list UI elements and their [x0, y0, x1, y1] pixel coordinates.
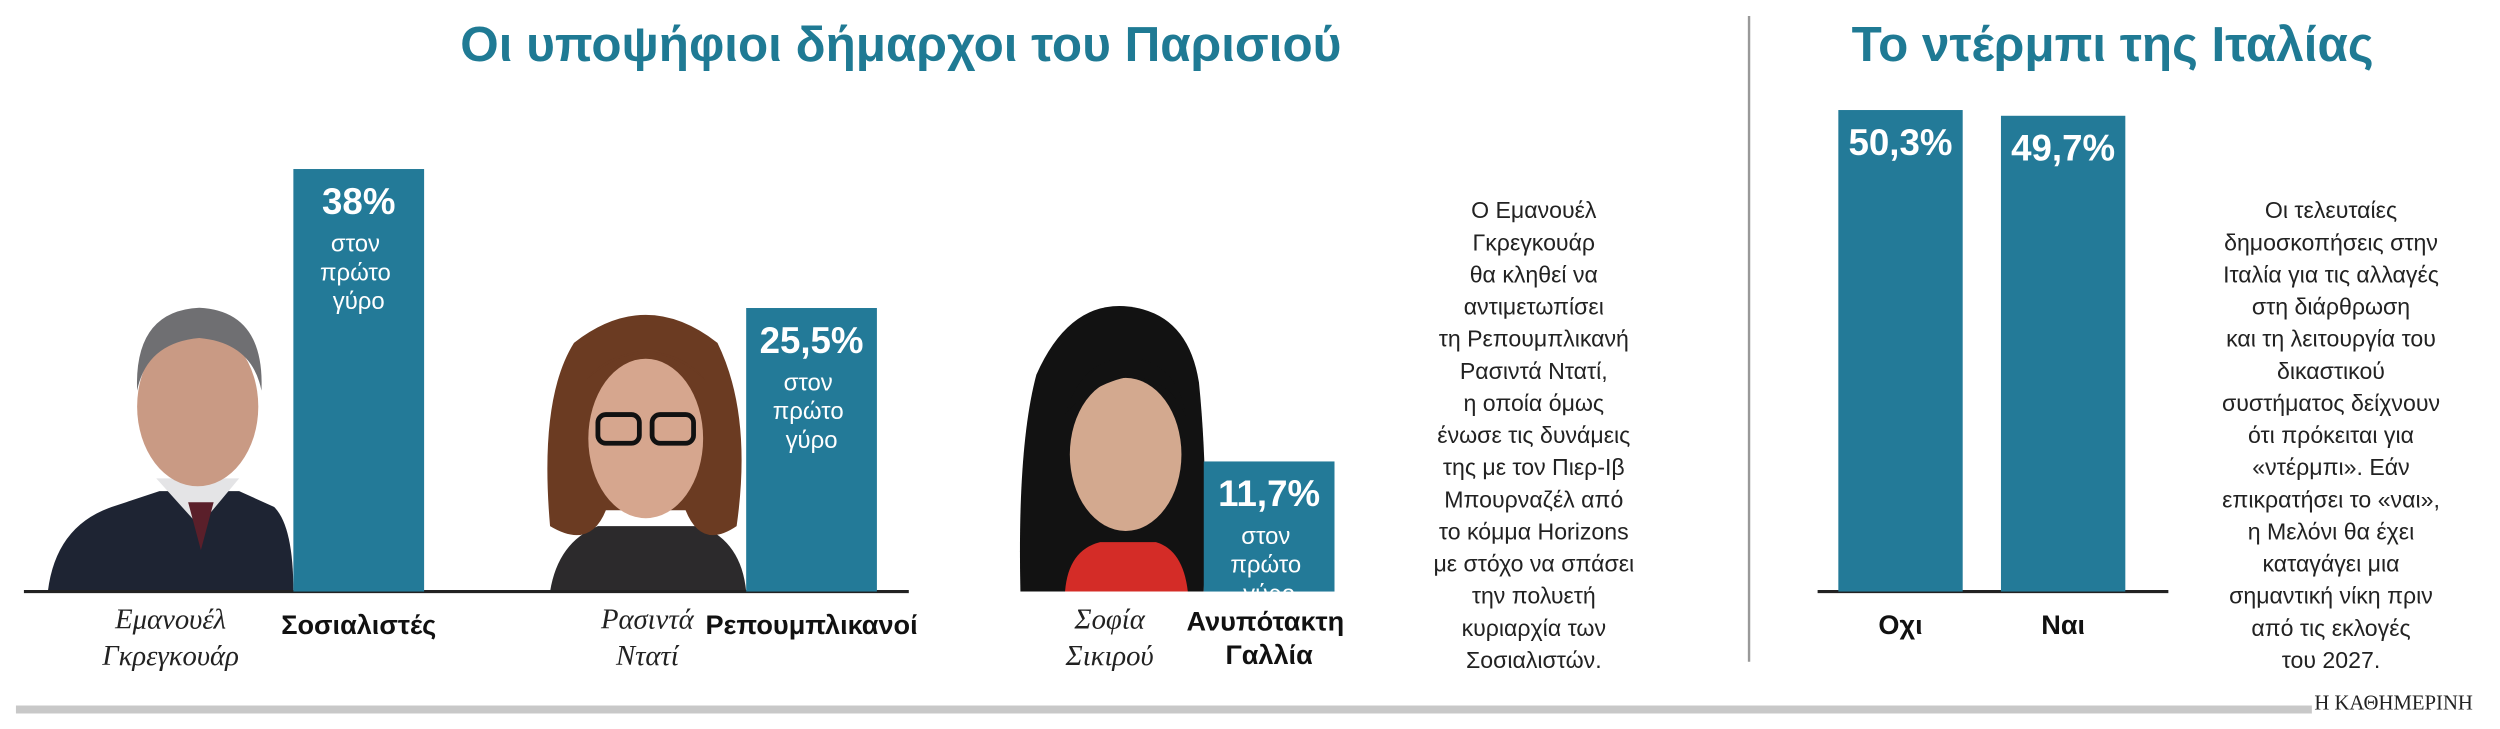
note-line: το κόμμα Horizons	[1439, 518, 1629, 544]
bar	[2000, 115, 2126, 592]
note-line: Οι τελευταίες	[2265, 197, 2397, 223]
note-line: συστήματος δείχνουν	[2222, 390, 2440, 416]
note-line: Γκρεγκουάρ	[1473, 229, 1596, 255]
note-line: αντιμετωπίσει	[1464, 294, 1604, 320]
candidate-name: Σοφία	[1074, 603, 1146, 635]
note-line: σημαντική νίκη πριν	[2229, 583, 2433, 609]
note-line: καταγάγει μια	[2263, 551, 2400, 577]
note-line: Ιταλία για τις αλλαγές	[2223, 261, 2439, 287]
photo	[547, 314, 747, 592]
note-line: θα κληθεί να	[1470, 261, 1598, 287]
value-label: 38%	[322, 181, 395, 222]
note-line: Ο Εμανουέλ	[1471, 197, 1597, 223]
footer-source: Η ΚΑΘΗΜΕΡΙΝΗ	[2314, 692, 2473, 714]
note-line: η οποία όμως	[1464, 390, 1605, 416]
note-line: δημοσκοπήσεις στην	[2224, 229, 2438, 255]
value-sublabel: στον πρώτο γύρο	[320, 231, 397, 315]
note-line: με στόχο να σπάσει	[1433, 551, 1634, 577]
bar	[1838, 110, 1963, 592]
photo	[1019, 306, 1206, 592]
value-label: 11,7%	[1218, 473, 1320, 514]
value-sublabel: στον πρώτο γύρο	[1230, 523, 1307, 607]
chart-title: Οι υποψήφιοι δήμαρχοι του Παρισιού	[460, 17, 1341, 72]
value-label: 25,5%	[760, 320, 864, 361]
note-line: από τις εκλογές	[2251, 615, 2410, 641]
note-line: ότι πρόκειται για	[2248, 422, 2414, 448]
note-line: Μπουρναζέλ από	[1444, 486, 1623, 512]
candidate-name: Ρασιντά	[600, 603, 695, 635]
value-label: 49,7%	[2011, 128, 2115, 169]
note-line: του 2027.	[2282, 647, 2381, 673]
chart-title: Το ντέρμπι της Ιταλίας	[1852, 17, 2374, 72]
note-line: Σοσιαλιστών.	[1466, 647, 1602, 673]
note-line: της με τον Πιερ-Ιβ	[1443, 454, 1625, 480]
note-line: «ντέρμπι». Εάν	[2252, 454, 2409, 480]
category-label: Ρεπουμπλικανοί	[705, 609, 917, 640]
note-line: και τη λειτουργία του	[2226, 326, 2436, 352]
candidate-name: Γκρεγκουάρ	[101, 640, 239, 672]
category-label: Σοσιαλιστές	[281, 609, 436, 640]
note-line: ένωσε τις δυνάμεις	[1437, 422, 1630, 448]
candidate-name: Σικιρού	[1065, 640, 1154, 672]
category-label: Οχι	[1878, 609, 1922, 640]
bar	[293, 169, 425, 592]
candidate-name: Εμανουέλ	[114, 603, 226, 635]
note-line: δικαστικού	[2277, 358, 2385, 384]
note-line: κυριαρχία των	[1462, 615, 1606, 641]
category-label: Ανυπότακτη Γαλλία	[1187, 606, 1352, 670]
photo	[47, 307, 294, 592]
note-line: επικρατήσει το «ναι»,	[2222, 486, 2440, 512]
note-line: την πολυετή	[1472, 583, 1596, 609]
value-label: 50,3%	[1849, 122, 1953, 163]
value-sublabel: στον πρώτο γύρο	[773, 370, 850, 454]
note-line: Ρασιντά Ντατί,	[1460, 358, 1608, 384]
note-line: η Μελόνι θα έχει	[2248, 518, 2415, 544]
bar	[746, 308, 877, 592]
category-label: Ναι	[2041, 609, 2085, 640]
bar	[1203, 461, 1335, 592]
note-line: στη διάρθρωση	[2252, 294, 2410, 320]
note-line: τη Ρεπουμπλικανή	[1439, 326, 1629, 352]
candidate-name: Ντατί	[615, 640, 680, 672]
